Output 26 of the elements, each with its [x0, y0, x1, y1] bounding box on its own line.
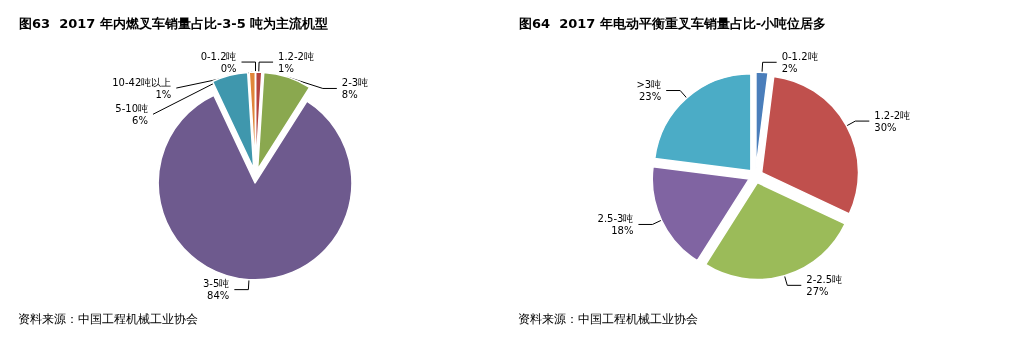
data-label: 27%	[806, 285, 829, 297]
data-label: 2%	[781, 62, 798, 74]
slice-label: 2-3吨	[341, 76, 369, 88]
data-label: 1%	[278, 62, 294, 74]
data-label: 30%	[874, 121, 897, 133]
slice-label: 1.2-2吨	[874, 109, 911, 121]
data-label: 8%	[341, 88, 358, 100]
chart-title: 图64 2017 年电动平衡重叉车销量占比-小吨位居多	[519, 16, 827, 31]
text: 资料来源：中国工程机械工业协会	[518, 312, 698, 326]
slice-label: 1.2-2吨	[278, 50, 314, 62]
data-label: 18%	[611, 224, 634, 236]
slice-label: 10-42吨以上	[112, 76, 172, 88]
data-label: 84%	[207, 290, 230, 302]
slice-label: 2-2.5吨	[806, 273, 843, 285]
slice-label: 2.5-3吨	[597, 212, 634, 224]
slice-label: 3-5吨	[203, 278, 230, 290]
text: 0%	[220, 62, 237, 74]
data-label: 23%	[638, 91, 662, 103]
data-label: 6%	[132, 114, 148, 126]
slice-label: 0-1.2吨	[781, 50, 818, 62]
slice-label: 5-10吨	[115, 102, 148, 114]
text: 资料来源：中国工程机械工业协会	[18, 312, 198, 326]
slice-label: >3吨	[636, 79, 662, 91]
data-label: 1%	[155, 88, 172, 100]
chart-title: 图63 2017 年内燃叉车销量占比-3-5 吨为主流机型	[19, 16, 329, 31]
category-label: 0-1.2吨	[200, 50, 237, 62]
